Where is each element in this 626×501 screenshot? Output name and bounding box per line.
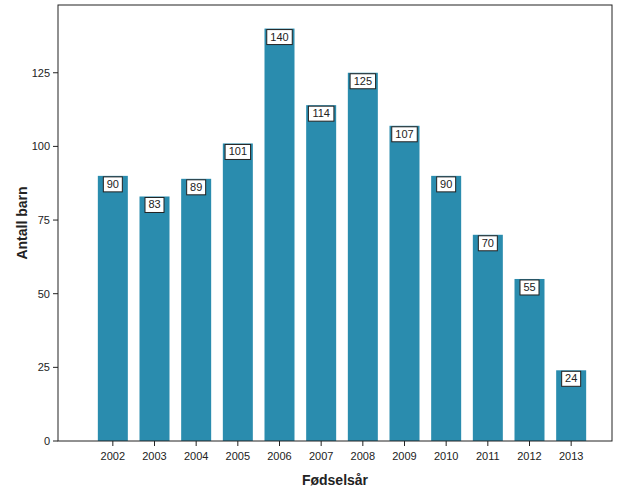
data-label-box: [308, 106, 334, 121]
x-tick: [237, 441, 238, 446]
data-label-box: [478, 236, 497, 251]
x-tick: [404, 441, 405, 446]
data-label-box: [437, 177, 456, 192]
data-label-box: [225, 144, 251, 159]
bar: [431, 176, 461, 441]
plot-frame: [58, 5, 612, 441]
x-tick-label: 2005: [226, 450, 250, 462]
x-tick: [279, 441, 280, 446]
x-tick-label: 2010: [434, 450, 458, 462]
y-tick: [53, 293, 58, 294]
bar: [390, 126, 420, 441]
bar: [265, 29, 295, 441]
data-label: 90: [440, 178, 452, 190]
data-label: 90: [107, 178, 119, 190]
data-label-box: [562, 371, 581, 386]
bar: [306, 105, 336, 441]
data-label: 107: [395, 128, 413, 140]
x-tick-label: 2011: [476, 450, 500, 462]
data-label: 114: [312, 107, 330, 119]
bar: [473, 235, 503, 441]
y-tick-label: 75: [38, 214, 50, 226]
data-label: 89: [190, 181, 202, 193]
x-tick: [154, 441, 155, 446]
data-label-box: [350, 74, 376, 89]
bar: [98, 176, 128, 441]
x-tick: [196, 441, 197, 446]
x-tick: [487, 441, 488, 446]
x-tick-label: 2002: [101, 450, 125, 462]
data-label: 83: [148, 198, 160, 210]
data-label-box: [187, 180, 206, 195]
y-tick: [53, 441, 58, 442]
y-tick: [53, 367, 58, 368]
x-axis-label: Fødselsår: [302, 472, 369, 488]
y-tick-label: 125: [32, 67, 50, 79]
x-tick: [112, 441, 113, 446]
data-label: 70: [482, 237, 494, 249]
x-tick-label: 2013: [559, 450, 583, 462]
bar: [515, 279, 545, 441]
bar: [223, 143, 253, 441]
x-tick-label: 2012: [517, 450, 541, 462]
y-tick: [53, 146, 58, 147]
data-label-box: [267, 30, 293, 45]
data-label: 101: [229, 145, 247, 157]
x-tick-label: 2004: [184, 450, 208, 462]
data-label-box: [103, 177, 122, 192]
y-tick-label: 100: [32, 140, 50, 152]
bar: [556, 370, 586, 441]
y-tick-label: 0: [44, 435, 50, 447]
x-tick-label: 2008: [351, 450, 375, 462]
data-label: 24: [565, 372, 577, 384]
data-label: 140: [270, 31, 288, 43]
bar: [181, 179, 211, 441]
bar: [348, 73, 378, 441]
chart: 0 25 50 75 100 125 2002 2003 2004 2005 2006 2007 200…: [0, 0, 626, 501]
x-tick: [321, 441, 322, 446]
x-tick-label: 2003: [142, 450, 166, 462]
x-tick: [446, 441, 447, 446]
data-label-box: [520, 280, 539, 295]
x-tick-label: 2007: [309, 450, 333, 462]
x-tick-label: 2009: [392, 450, 416, 462]
data-label: 125: [354, 75, 372, 87]
y-tick: [53, 220, 58, 221]
x-tick: [571, 441, 572, 446]
bars: [98, 29, 586, 441]
x-tick: [362, 441, 363, 446]
bar: [140, 196, 170, 441]
x-tick: [529, 441, 530, 446]
y-tick: [53, 72, 58, 73]
y-axis-label: Antall barn: [14, 186, 30, 259]
x-tick-label: 2006: [267, 450, 291, 462]
data-label: 55: [523, 281, 535, 293]
data-label-box: [392, 127, 418, 142]
y-tick-label: 25: [38, 361, 50, 373]
data-label-box: [145, 197, 164, 212]
y-tick-label: 50: [38, 288, 50, 300]
